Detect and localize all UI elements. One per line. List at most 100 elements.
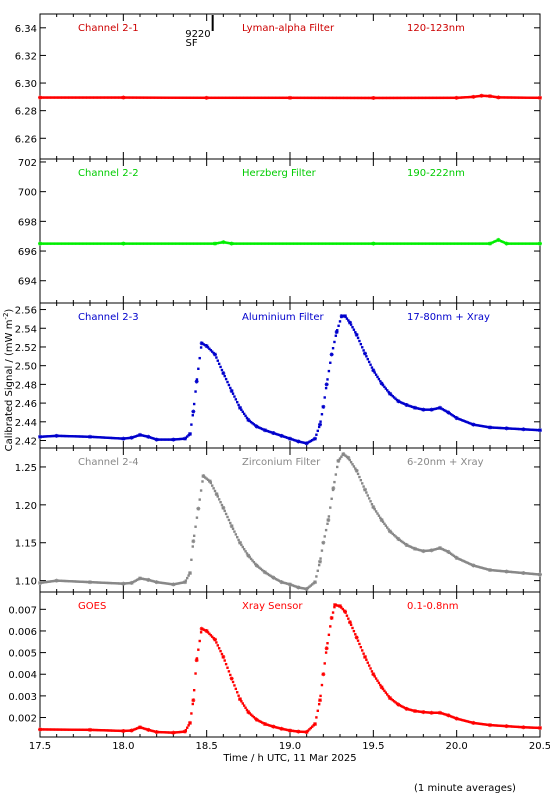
- data-point-star: [154, 437, 159, 442]
- data-point: [159, 96, 163, 99]
- data-point: [458, 557, 461, 561]
- data-point: [411, 709, 414, 712]
- data-point: [315, 575, 318, 578]
- data-point-star: [333, 602, 337, 607]
- chart-panels: 6.266.286.306.326.34 Channel 2-1 Lyman-alp…: [8, 13, 542, 738]
- data-point: [529, 428, 532, 431]
- y-tick-label: 1.15: [15, 539, 37, 550]
- data-point: [365, 96, 368, 100]
- data-point: [317, 563, 321, 567]
- data-point: [498, 239, 501, 242]
- data-point: [104, 96, 107, 99]
- data-point: [95, 242, 99, 245]
- data-point: [97, 242, 100, 245]
- data-point: [145, 242, 149, 245]
- data-point: [524, 96, 528, 99]
- data-point: [105, 581, 108, 585]
- data-point: [304, 242, 307, 245]
- data-point: [301, 242, 304, 245]
- data-point: [387, 390, 390, 394]
- data-point: [361, 649, 364, 652]
- data-point: [152, 437, 156, 440]
- data-point: [434, 96, 438, 100]
- data-point: [373, 508, 376, 511]
- data-point: [323, 662, 326, 665]
- data-point: [329, 506, 332, 509]
- data-point: [337, 324, 340, 328]
- data-point: [112, 242, 115, 245]
- data-point: [97, 728, 100, 732]
- data-point: [77, 435, 81, 438]
- data-point: [499, 724, 503, 728]
- data-point: [244, 96, 247, 100]
- data-point: [362, 349, 365, 352]
- y-tick-label: 2.50: [15, 362, 37, 373]
- data-point: [261, 721, 264, 724]
- data-point: [134, 96, 138, 99]
- data-point: [465, 561, 468, 564]
- data-point: [451, 414, 454, 417]
- data-point: [458, 417, 461, 421]
- data-point: [386, 693, 389, 696]
- data-point: [451, 242, 454, 245]
- data-point: [220, 652, 224, 656]
- data-point: [308, 728, 311, 731]
- data-point: [338, 320, 342, 323]
- data-point: [442, 242, 446, 245]
- data-point: [440, 242, 443, 245]
- data-point: [284, 728, 288, 731]
- data-point: [484, 723, 488, 726]
- data-point: [166, 242, 169, 245]
- data-point: [534, 242, 538, 245]
- data-point-star: [263, 722, 267, 727]
- data-point: [316, 429, 319, 433]
- data-point: [184, 96, 188, 99]
- data-point: [269, 430, 272, 434]
- data-point-star: [238, 697, 242, 702]
- data-point: [211, 484, 214, 487]
- data-point-star: [504, 724, 509, 729]
- data-point: [338, 96, 342, 100]
- data-point: [59, 579, 63, 583]
- data-point: [86, 728, 89, 732]
- data-point: [81, 580, 85, 584]
- data-point: [491, 724, 494, 727]
- data-point: [154, 96, 157, 99]
- data-point: [127, 242, 131, 245]
- data-point: [501, 724, 504, 728]
- data-point: [223, 374, 226, 378]
- data-point: [430, 242, 433, 245]
- data-point: [311, 96, 314, 100]
- data-point: [87, 242, 90, 245]
- data-point: [377, 514, 381, 517]
- y-tick-label: 700: [18, 188, 37, 199]
- data-point: [59, 434, 63, 438]
- data-point: [392, 533, 396, 537]
- data-point-star: [538, 241, 542, 246]
- data-point: [283, 728, 286, 731]
- y-tick-label: 702: [18, 158, 37, 169]
- data-point: [383, 242, 386, 245]
- data-point: [369, 96, 372, 100]
- data-point: [209, 242, 213, 245]
- data-point: [406, 404, 410, 407]
- data-point: [163, 96, 167, 99]
- data-point: [474, 95, 478, 98]
- data-point: [133, 435, 136, 438]
- data-point: [92, 435, 96, 439]
- data-point: [170, 96, 174, 99]
- data-point-star: [304, 730, 309, 735]
- data-point: [469, 422, 472, 425]
- data-point: [112, 96, 115, 99]
- data-point: [217, 362, 221, 366]
- data-point: [529, 572, 532, 575]
- data-point: [442, 408, 446, 412]
- data-point: [508, 242, 511, 245]
- data-point: [337, 96, 340, 100]
- data-point: [351, 626, 354, 630]
- data-point: [384, 242, 388, 245]
- data-point: [334, 334, 338, 337]
- data-point: [317, 702, 321, 706]
- data-point: [165, 582, 168, 585]
- data-point: [345, 317, 349, 320]
